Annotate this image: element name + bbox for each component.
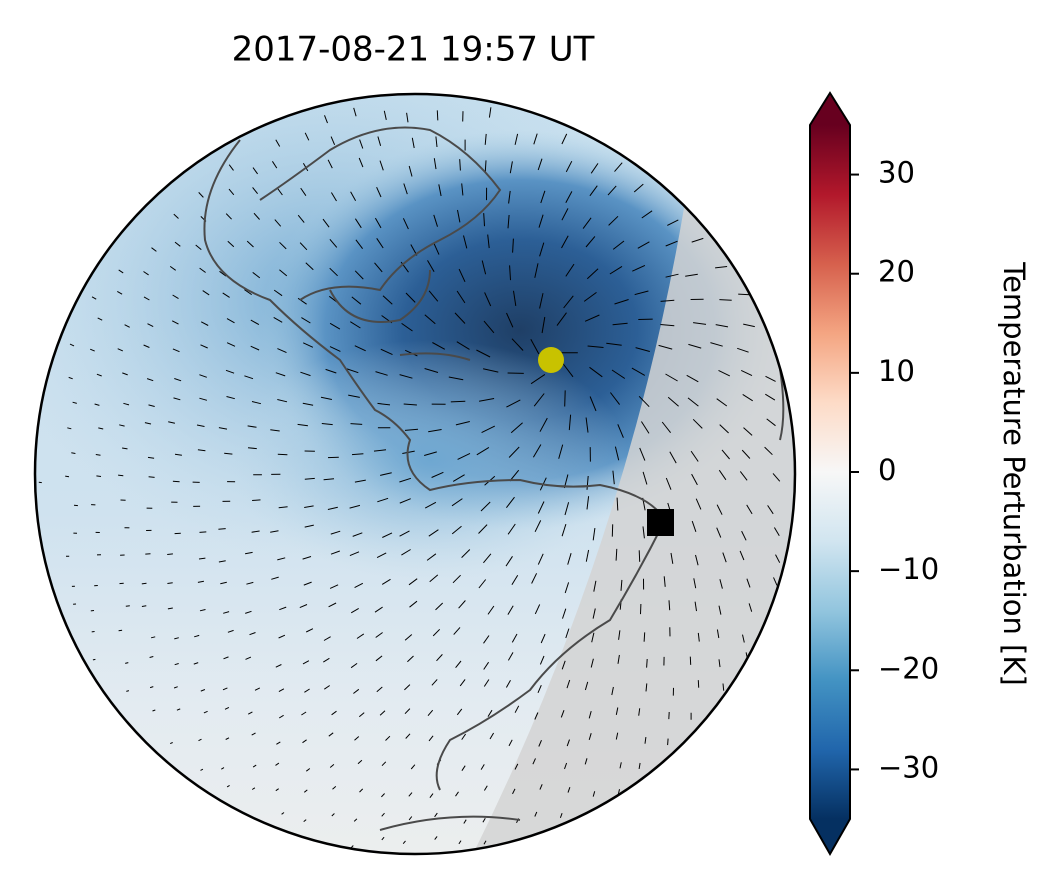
wind-dash xyxy=(71,453,75,454)
colorbar-tick-label: −10 xyxy=(878,552,939,586)
wind-dash xyxy=(218,529,225,530)
wind-dash xyxy=(451,401,466,402)
wind-dash xyxy=(173,481,180,482)
wind-dash xyxy=(119,630,123,631)
wind-dash xyxy=(118,475,123,476)
wind-dash xyxy=(668,739,669,746)
wind-dash xyxy=(485,160,486,172)
colorbar: −30 −20 −10 0 10 20 30 xyxy=(810,93,939,854)
colorbar-label: Temperature Perturbation [K] xyxy=(997,261,1031,685)
colorbar-tick-label: 20 xyxy=(878,255,915,289)
colorbar-tick-label: −20 xyxy=(878,651,939,685)
wind-dash xyxy=(93,659,96,660)
cold-region xyxy=(230,340,630,580)
wind-dash xyxy=(616,549,617,561)
wind-dash xyxy=(565,390,566,406)
chart-title: 2017-08-21 19:57 UT xyxy=(232,30,595,70)
wind-dash xyxy=(142,606,146,607)
colorbar-body xyxy=(810,125,850,819)
colorbar-tick-label: 10 xyxy=(878,354,915,388)
wind-dash xyxy=(167,554,173,555)
wind-dash xyxy=(639,550,640,562)
colorbar-tick-label: −30 xyxy=(878,750,939,784)
wind-dash xyxy=(437,110,438,120)
site-marker xyxy=(647,509,674,536)
colorbar-tick-label: 30 xyxy=(878,156,915,190)
wind-dash xyxy=(738,294,750,295)
wind-dash xyxy=(200,532,207,533)
wind-dash xyxy=(460,159,461,170)
wind-dash xyxy=(617,498,618,511)
wind-dash xyxy=(669,600,670,610)
wind-dash xyxy=(126,606,130,607)
wind-dash xyxy=(332,846,334,848)
colorbar-extend-min xyxy=(810,819,850,854)
wind-dash xyxy=(252,500,260,501)
wind-dash xyxy=(644,632,645,641)
colorbar-tick-label: 0 xyxy=(878,453,896,487)
sun-marker xyxy=(538,347,564,373)
wind-dash xyxy=(96,476,101,477)
wind-dash xyxy=(647,659,648,668)
wind-dash xyxy=(65,476,69,477)
wind-dash xyxy=(142,583,147,584)
colorbar-extend-max xyxy=(810,93,850,125)
wind-dash xyxy=(723,684,724,691)
wind-dash xyxy=(149,477,155,478)
wind-dash xyxy=(719,300,731,301)
globe xyxy=(0,40,820,860)
